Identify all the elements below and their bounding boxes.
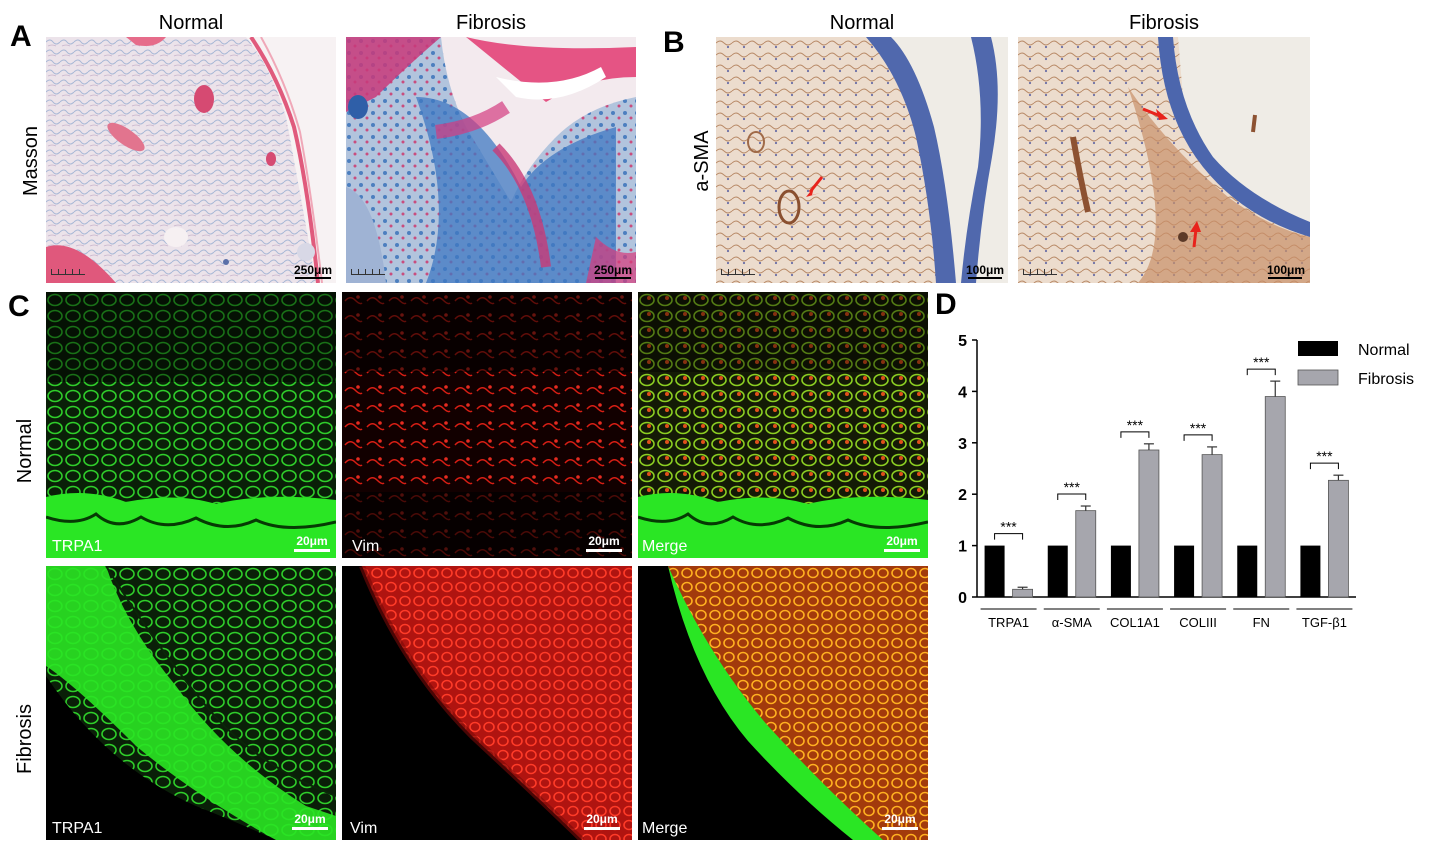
if-fibrosis-vim-scale-bar bbox=[584, 827, 620, 830]
significance-label: *** bbox=[1127, 417, 1144, 433]
bar-fibrosis bbox=[1328, 479, 1349, 598]
if-fibrosis-vim-image bbox=[342, 566, 632, 840]
if-normal-vim-label: Vim bbox=[352, 538, 380, 555]
x-category-label: α-SMA bbox=[1052, 615, 1092, 630]
asma-normal-scale-bar bbox=[968, 277, 1002, 279]
if-fibrosis-trpa1-scale-bar bbox=[292, 827, 328, 830]
y-tick-label: 0 bbox=[958, 590, 967, 607]
significance-bracket bbox=[994, 533, 1024, 540]
if-normal-vim-scale-bar bbox=[586, 549, 622, 552]
panel-c-row-normal: Normal bbox=[14, 418, 36, 484]
if-normal-merge-label: Merge bbox=[642, 538, 688, 555]
bar-fibrosis bbox=[1201, 454, 1223, 598]
significance-bracket bbox=[1183, 434, 1213, 441]
legend-label-fibrosis: Fibrosis bbox=[1358, 371, 1414, 388]
panel-d-letter: D bbox=[935, 288, 957, 321]
legend-swatch-normal bbox=[1298, 341, 1338, 356]
y-tick-label: 4 bbox=[958, 384, 967, 401]
y-tick-label: 5 bbox=[958, 333, 967, 350]
if-normal-vim-scale-label: 20μm bbox=[588, 534, 620, 548]
masson-normal-image bbox=[46, 37, 336, 283]
bar-normal bbox=[1237, 545, 1258, 597]
asma-fibrosis-scale-label: 100μm bbox=[1266, 263, 1306, 277]
bar-normal bbox=[1300, 545, 1321, 597]
y-tick-label: 2 bbox=[958, 487, 967, 504]
masson-fibrosis-ruler bbox=[351, 269, 385, 275]
asma-normal-scale-label: 100μm bbox=[965, 263, 1005, 277]
bar-fibrosis bbox=[1264, 396, 1286, 598]
significance-bracket bbox=[1120, 431, 1150, 438]
asma-normal-ruler bbox=[721, 269, 755, 275]
if-normal-merge-scale-bar bbox=[884, 549, 920, 552]
x-category-label: COL1A1 bbox=[1110, 615, 1160, 630]
if-normal-merge-image bbox=[638, 292, 928, 558]
if-fibrosis-vim-scale-label: 20μm bbox=[586, 812, 618, 826]
asma-normal-image bbox=[716, 37, 1008, 283]
masson-normal-scale-label: 250μm bbox=[293, 263, 333, 277]
if-fibrosis-trpa1-label: TRPA1 bbox=[52, 820, 103, 837]
asma-fibrosis-scale-bar bbox=[1268, 277, 1302, 279]
bar-fibrosis bbox=[1012, 588, 1033, 598]
if-normal-merge-scale-label: 20μm bbox=[886, 534, 918, 548]
bar-normal bbox=[1110, 545, 1131, 597]
if-normal-vim-image bbox=[342, 292, 632, 558]
panel-b-col-fibrosis: Fibrosis bbox=[1128, 12, 1199, 34]
significance-label: *** bbox=[1000, 519, 1017, 535]
bar-chart: 0 1 2 3 4 5 *** *** *** *** *** *** TRPA1 α-SMA COL1… bbox=[958, 333, 1414, 630]
x-category-label: FN bbox=[1253, 615, 1270, 630]
masson-normal-ruler bbox=[51, 269, 85, 275]
panel-b-row-asma: a-SMA bbox=[691, 130, 713, 192]
bar-fibrosis bbox=[1138, 449, 1160, 598]
if-fibrosis-vim-label: Vim bbox=[350, 820, 378, 837]
if-fibrosis-merge-scale-bar bbox=[882, 827, 918, 830]
if-fibrosis-trpa1-image bbox=[46, 566, 336, 840]
bar-normal bbox=[1047, 545, 1068, 597]
significance-label: *** bbox=[1253, 354, 1270, 370]
panel-a-letter: A bbox=[10, 20, 32, 53]
x-category-label: COLIII bbox=[1179, 615, 1217, 630]
panel-a-col-normal: Normal bbox=[158, 12, 224, 34]
legend-swatch-fibrosis bbox=[1297, 369, 1339, 386]
panel-a-col-fibrosis: Fibrosis bbox=[455, 12, 526, 34]
masson-fibrosis-scale-label: 250μm bbox=[593, 263, 633, 277]
panel-a-row-masson: Masson bbox=[20, 125, 42, 197]
significance-label: *** bbox=[1190, 420, 1207, 436]
panel-b-letter: B bbox=[663, 26, 685, 59]
if-normal-trpa1-image bbox=[46, 292, 336, 558]
bar-fibrosis bbox=[1075, 510, 1097, 598]
x-category-label: TRPA1 bbox=[988, 615, 1029, 630]
if-fibrosis-merge-image bbox=[638, 566, 928, 840]
significance-bracket bbox=[1246, 368, 1276, 376]
panel-c-row-fibrosis: Fibrosis bbox=[14, 704, 36, 775]
y-tick-label: 3 bbox=[958, 436, 967, 453]
if-fibrosis-trpa1-scale-label: 20μm bbox=[294, 812, 326, 826]
if-fibrosis-merge-scale-label: 20μm bbox=[884, 812, 916, 826]
bar-normal bbox=[984, 545, 1005, 597]
asma-fibrosis-image bbox=[1018, 37, 1310, 283]
y-tick-label: 1 bbox=[958, 539, 967, 556]
if-normal-trpa1-label: TRPA1 bbox=[52, 538, 103, 555]
masson-normal-scale-bar bbox=[295, 277, 331, 279]
significance-label: *** bbox=[1316, 448, 1333, 464]
panel-b-col-normal: Normal bbox=[829, 12, 895, 34]
if-fibrosis-merge-label: Merge bbox=[642, 820, 688, 837]
x-category-label: TGF-β1 bbox=[1302, 615, 1347, 630]
legend-label-normal: Normal bbox=[1358, 342, 1410, 359]
significance-bracket bbox=[1057, 493, 1087, 501]
if-normal-trpa1-scale-bar bbox=[294, 549, 330, 552]
masson-fibrosis-image bbox=[346, 37, 636, 283]
masson-fibrosis-scale-bar bbox=[595, 277, 631, 279]
bar-normal bbox=[1174, 545, 1195, 597]
significance-bracket bbox=[1309, 462, 1339, 470]
panel-c-letter: C bbox=[8, 290, 30, 323]
if-normal-trpa1-scale-label: 20μm bbox=[296, 534, 328, 548]
asma-fibrosis-ruler bbox=[1023, 269, 1057, 275]
significance-label: *** bbox=[1064, 479, 1081, 495]
